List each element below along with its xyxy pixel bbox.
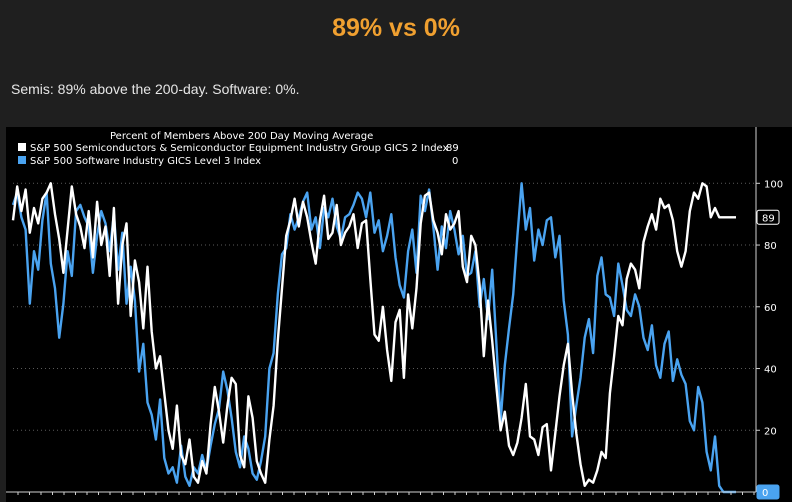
legend-value-software: 0 xyxy=(452,156,458,167)
chart-panel: 20 40 60 80 100 89 0 Percent of Members Above… xyxy=(6,127,792,502)
legend-swatch-software xyxy=(18,156,26,164)
x-axis-ticks xyxy=(17,492,755,495)
y-tick-label: 40 xyxy=(764,365,777,376)
y-tick-label: 20 xyxy=(764,426,777,437)
legend-label-software: S&P 500 Software Industry GICS Level 3 I… xyxy=(30,156,261,167)
y-tick-label: 80 xyxy=(764,241,777,252)
series-lines xyxy=(11,182,736,494)
last-value-box-software xyxy=(756,484,780,500)
line-chart: 20 40 60 80 100 89 0 Percent of Members Above… xyxy=(6,127,783,500)
grid-lines xyxy=(13,182,756,431)
legend-swatch-semis xyxy=(18,143,26,151)
y-axis-ticks: 20 40 60 80 100 xyxy=(756,179,783,437)
legend-value-semis: 89 xyxy=(446,143,459,154)
series-line-software xyxy=(11,182,736,494)
y-tick-label: 60 xyxy=(764,303,777,314)
last-value-box-semis xyxy=(756,209,780,225)
subheadline: Semis: 89% above the 200-day. Software: … xyxy=(11,81,300,97)
headline: 89% vs 0% xyxy=(332,14,460,42)
chart-title: Percent of Members Above 200 Day Moving … xyxy=(110,131,373,142)
last-value-label-software: 0 xyxy=(762,488,768,499)
last-value-label-semis: 89 xyxy=(762,213,775,224)
y-tick-label: 100 xyxy=(764,179,783,190)
series-line-semis xyxy=(11,182,736,487)
last-value-labels: 89 0 xyxy=(756,209,780,500)
legend-label-semis: S&P 500 Semiconductors & Semiconductor E… xyxy=(30,143,449,154)
